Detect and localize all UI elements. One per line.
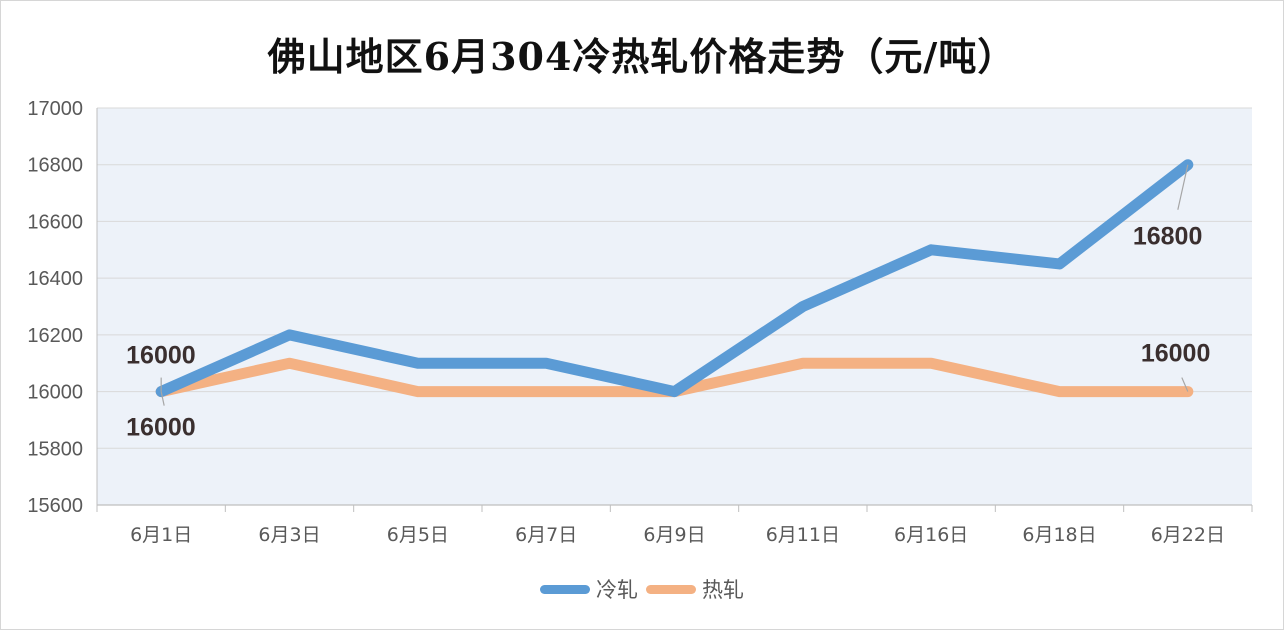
y-tick-label: 15800 (27, 438, 83, 460)
y-tick-label: 16800 (27, 155, 83, 177)
x-tick-label: 6月9日 (643, 524, 705, 546)
y-tick-label: 16200 (27, 325, 83, 347)
x-tick-label: 6月18日 (1022, 524, 1096, 546)
plot-area (97, 108, 1252, 505)
y-axis-ticks: 15600 15800 16000 16200 16400 16600 16800 17000 (27, 98, 83, 517)
y-tick-label: 15600 (27, 495, 83, 517)
leader-line (1181, 377, 1189, 392)
x-tick-label: 6月1日 (130, 524, 192, 546)
leader-line (160, 391, 165, 406)
legend-swatch-hot-rolled (646, 584, 696, 594)
series-lines (155, 159, 1194, 398)
legend-swatch-cold-rolled (540, 584, 590, 594)
data-label: 16000 (126, 414, 196, 442)
axes (96, 108, 1252, 506)
data-labels: 16000 16800 16000 16000 (126, 164, 1211, 442)
data-label: 16000 (126, 342, 196, 370)
legend-label-cold-rolled: 冷轧 (596, 578, 638, 602)
x-tick-label: 6月7日 (515, 524, 577, 546)
y-tick-label: 16400 (27, 268, 83, 290)
y-tick-label: 17000 (27, 98, 83, 120)
x-tick-label: 6月22日 (1151, 524, 1225, 546)
leader-line (1177, 164, 1189, 210)
chart-title: 佛山地区6月304冷热轧价格走势（元/吨） (267, 34, 1017, 79)
x-tick-label: 6月3日 (258, 524, 320, 546)
x-tick-label: 6月11日 (766, 524, 840, 546)
x-axis-ticks: 6月1日 6月3日 6月5日 6月7日 6月9日 6月11日 6月16日 6月18日 6月22日 (96, 505, 1253, 546)
x-tick-label: 6月16日 (894, 524, 968, 546)
y-tick-label: 16600 (27, 211, 83, 233)
y-tick-label: 16000 (27, 382, 83, 404)
series-line-cold-rolled (155, 159, 1194, 398)
data-label: 16800 (1133, 223, 1203, 251)
legend-label-hot-rolled: 热轧 (702, 578, 744, 602)
legend-item-cold-rolled: 冷轧 (540, 574, 638, 604)
data-label: 16000 (1141, 340, 1211, 368)
x-tick-label: 6月5日 (387, 524, 449, 546)
legend: 冷轧 热轧 (0, 574, 1284, 604)
legend-item-hot-rolled: 热轧 (646, 574, 744, 604)
